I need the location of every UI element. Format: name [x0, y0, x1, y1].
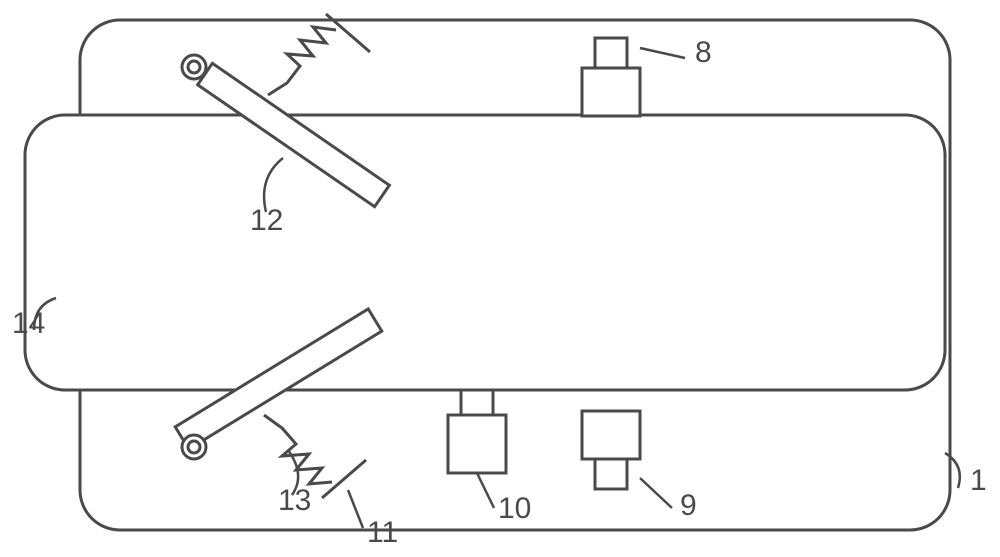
callout-label-13: 13: [278, 484, 311, 517]
connector-bottom-left-base: [448, 415, 506, 473]
callout-label-14: 14: [12, 307, 45, 340]
callout-label-10: 10: [498, 492, 531, 525]
connector-bottom-left-cap: [461, 390, 493, 415]
callout-label-11: 11: [367, 516, 398, 549]
inner-plate: [25, 115, 945, 390]
callout-label-12: 12: [250, 204, 283, 237]
pivot-bottom-inner: [188, 441, 200, 453]
connector-bottom-right-foot: [595, 459, 627, 489]
callout-label-8: 8: [695, 36, 712, 69]
connector-top-base: [582, 68, 640, 116]
pivot-top-inner: [188, 61, 200, 73]
connector-bottom-right-base: [582, 411, 640, 459]
callout-label-9: 9: [680, 489, 697, 522]
connector-top-cap: [595, 38, 627, 68]
diagram-canvas: 1 8 9 10 11 12 13 14: [0, 0, 1000, 557]
callout-label-1: 1: [970, 464, 987, 497]
